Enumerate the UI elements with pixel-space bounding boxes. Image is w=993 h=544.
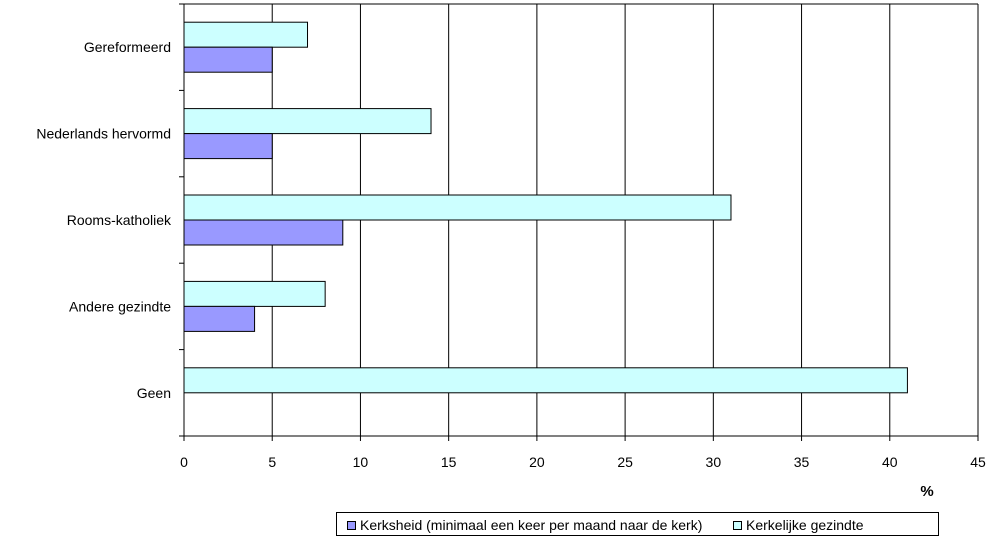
legend: Kerksheid (minimaal een keer per maand n…	[336, 512, 939, 536]
x-tick-label-40: 40	[882, 454, 898, 470]
legend-swatch-gezindte	[733, 520, 742, 530]
bar-kerksheid	[183, 133, 273, 160]
x-tick-label-45: 45	[970, 454, 986, 470]
legend-swatch-kerksheid	[347, 520, 356, 530]
x-tick-label-35: 35	[794, 454, 810, 470]
category-label: Gereformeerd	[84, 39, 171, 55]
x-tick-label-25: 25	[617, 454, 633, 470]
category-labels: Gereformeerd Nederlands hervormd Rooms-kat…	[36, 39, 172, 401]
category-label: Geen	[137, 385, 171, 401]
axes	[179, 3, 979, 441]
legend-item-kerksheid: Kerksheid (minimaal een keer per maand n…	[347, 517, 702, 533]
bar-kerksheid	[183, 305, 256, 332]
bar-kerkelijke-gezindte	[183, 367, 908, 394]
tick-labels: 0 5 10 15 20 25 30 35 40 45	[180, 454, 986, 470]
bar-kerkelijke-gezindte	[183, 280, 326, 307]
legend-label-gezindte: Kerkelijke gezindte	[746, 517, 864, 533]
x-tick-label-5: 5	[268, 454, 276, 470]
x-tick-label-30: 30	[706, 454, 722, 470]
legend-label-kerksheid: Kerksheid (minimaal een keer per maand n…	[360, 517, 703, 533]
category-label: Andere gezindte	[69, 298, 171, 314]
legend-item-gezindte: Kerkelijke gezindte	[733, 517, 864, 533]
category-label: Nederlands hervormd	[36, 126, 171, 142]
x-axis-unit-label: %	[920, 483, 933, 500]
bar-kerksheid	[183, 46, 273, 73]
x-tick-label-15: 15	[441, 454, 457, 470]
bars	[183, 21, 908, 394]
category-label: Rooms-katholiek	[67, 212, 172, 228]
x-tick-label-20: 20	[529, 454, 545, 470]
x-tick-label-0: 0	[180, 454, 188, 470]
bar-kerkelijke-gezindte	[183, 21, 309, 48]
x-tick-label-10: 10	[353, 454, 369, 470]
bar-kerkelijke-gezindte	[183, 108, 432, 135]
bar-kerkelijke-gezindte	[183, 194, 732, 221]
bar-kerksheid	[183, 219, 344, 246]
